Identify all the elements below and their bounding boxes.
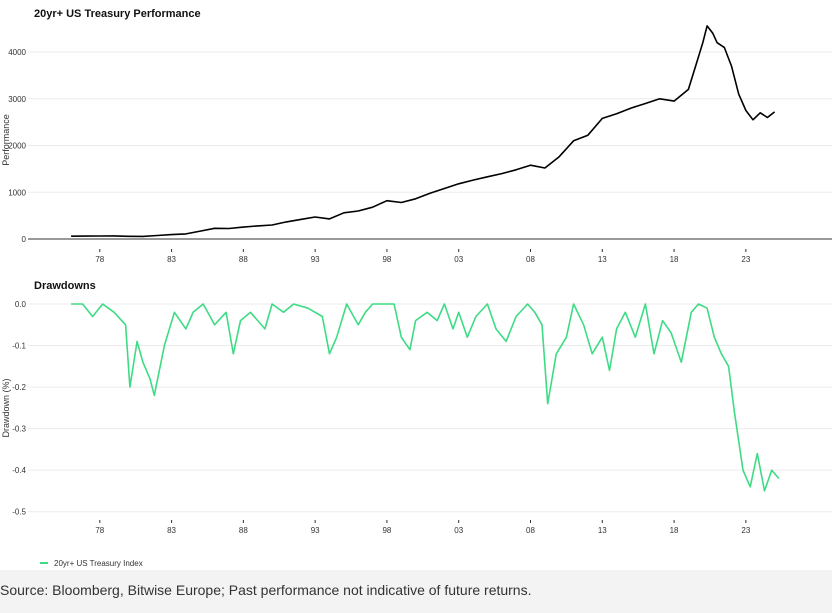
drawdown-y-tick-labels: 0.0 -0.1 -0.2 -0.3 -0.4 -0.5 [12, 300, 26, 517]
legend-label: 20yr+ US Treasury Index [54, 559, 143, 568]
x-tick-label: 78 [95, 255, 104, 264]
x-tick-label: 13 [598, 526, 607, 535]
drawdown-series-line [71, 303, 780, 492]
y-tick-label: 2000 [8, 142, 26, 151]
y-tick-label: 4000 [8, 48, 26, 57]
legend: 20yr+ US Treasury Index [40, 559, 143, 568]
x-tick-label: 18 [670, 526, 679, 535]
x-tick-label: 78 [95, 526, 104, 535]
drawdown-x-tick-labels: 78 83 88 93 98 03 08 13 18 23 [95, 520, 751, 535]
y-tick-label: -0.3 [12, 425, 26, 434]
y-tick-label: -0.2 [12, 383, 26, 392]
x-tick-label: 23 [741, 526, 750, 535]
y-tick-label: 0 [22, 235, 27, 244]
x-tick-label: 08 [526, 526, 535, 535]
source-footer: Source: Bloomberg, Bitwise Europe; Past … [0, 570, 832, 613]
x-tick-label: 08 [526, 255, 535, 264]
performance-series-line [71, 25, 776, 238]
y-tick-label: -0.5 [12, 508, 26, 517]
x-tick-label: 03 [454, 255, 463, 264]
x-tick-label: 83 [167, 255, 176, 264]
x-tick-label: 23 [741, 255, 750, 264]
performance-x-tick-labels: 78 83 88 93 98 03 08 13 18 23 [95, 249, 751, 264]
x-tick-label: 98 [382, 255, 391, 264]
y-tick-label: 1000 [8, 188, 26, 197]
performance-y-tick-labels: 0 1000 2000 3000 4000 [8, 48, 26, 244]
performance-gridlines [28, 51, 832, 193]
x-tick-label: 88 [239, 255, 248, 264]
x-tick-label: 83 [167, 526, 176, 535]
performance-y-axis-label: Performance [1, 114, 11, 166]
x-tick-label: 03 [454, 526, 463, 535]
drawdown-y-axis-label: Drawdown (%) [1, 378, 11, 437]
drawdown-chart-title: Drawdowns [34, 280, 96, 292]
drawdown-gridlines [28, 303, 832, 513]
y-tick-label: -0.4 [12, 466, 26, 475]
x-tick-label: 13 [598, 255, 607, 264]
drawdown-chart: Drawdowns Drawdown (%) 0.0 -0.1 -0.2 -0.3 -0… [1, 280, 832, 568]
source-text: Source: Bloomberg, Bitwise Europe; Past … [0, 582, 532, 598]
performance-chart: 20yr+ US Treasury Performance Performanc… [1, 8, 832, 264]
y-tick-label: 0.0 [15, 300, 27, 309]
x-tick-label: 98 [382, 526, 391, 535]
x-tick-label: 93 [311, 526, 320, 535]
x-tick-label: 93 [311, 255, 320, 264]
charts-figure: 20yr+ US Treasury Performance Performanc… [1, 8, 832, 568]
x-tick-label: 88 [239, 526, 248, 535]
x-tick-label: 18 [670, 255, 679, 264]
y-tick-label: 3000 [8, 95, 26, 104]
performance-chart-title: 20yr+ US Treasury Performance [34, 8, 201, 20]
y-tick-label: -0.1 [12, 342, 26, 351]
